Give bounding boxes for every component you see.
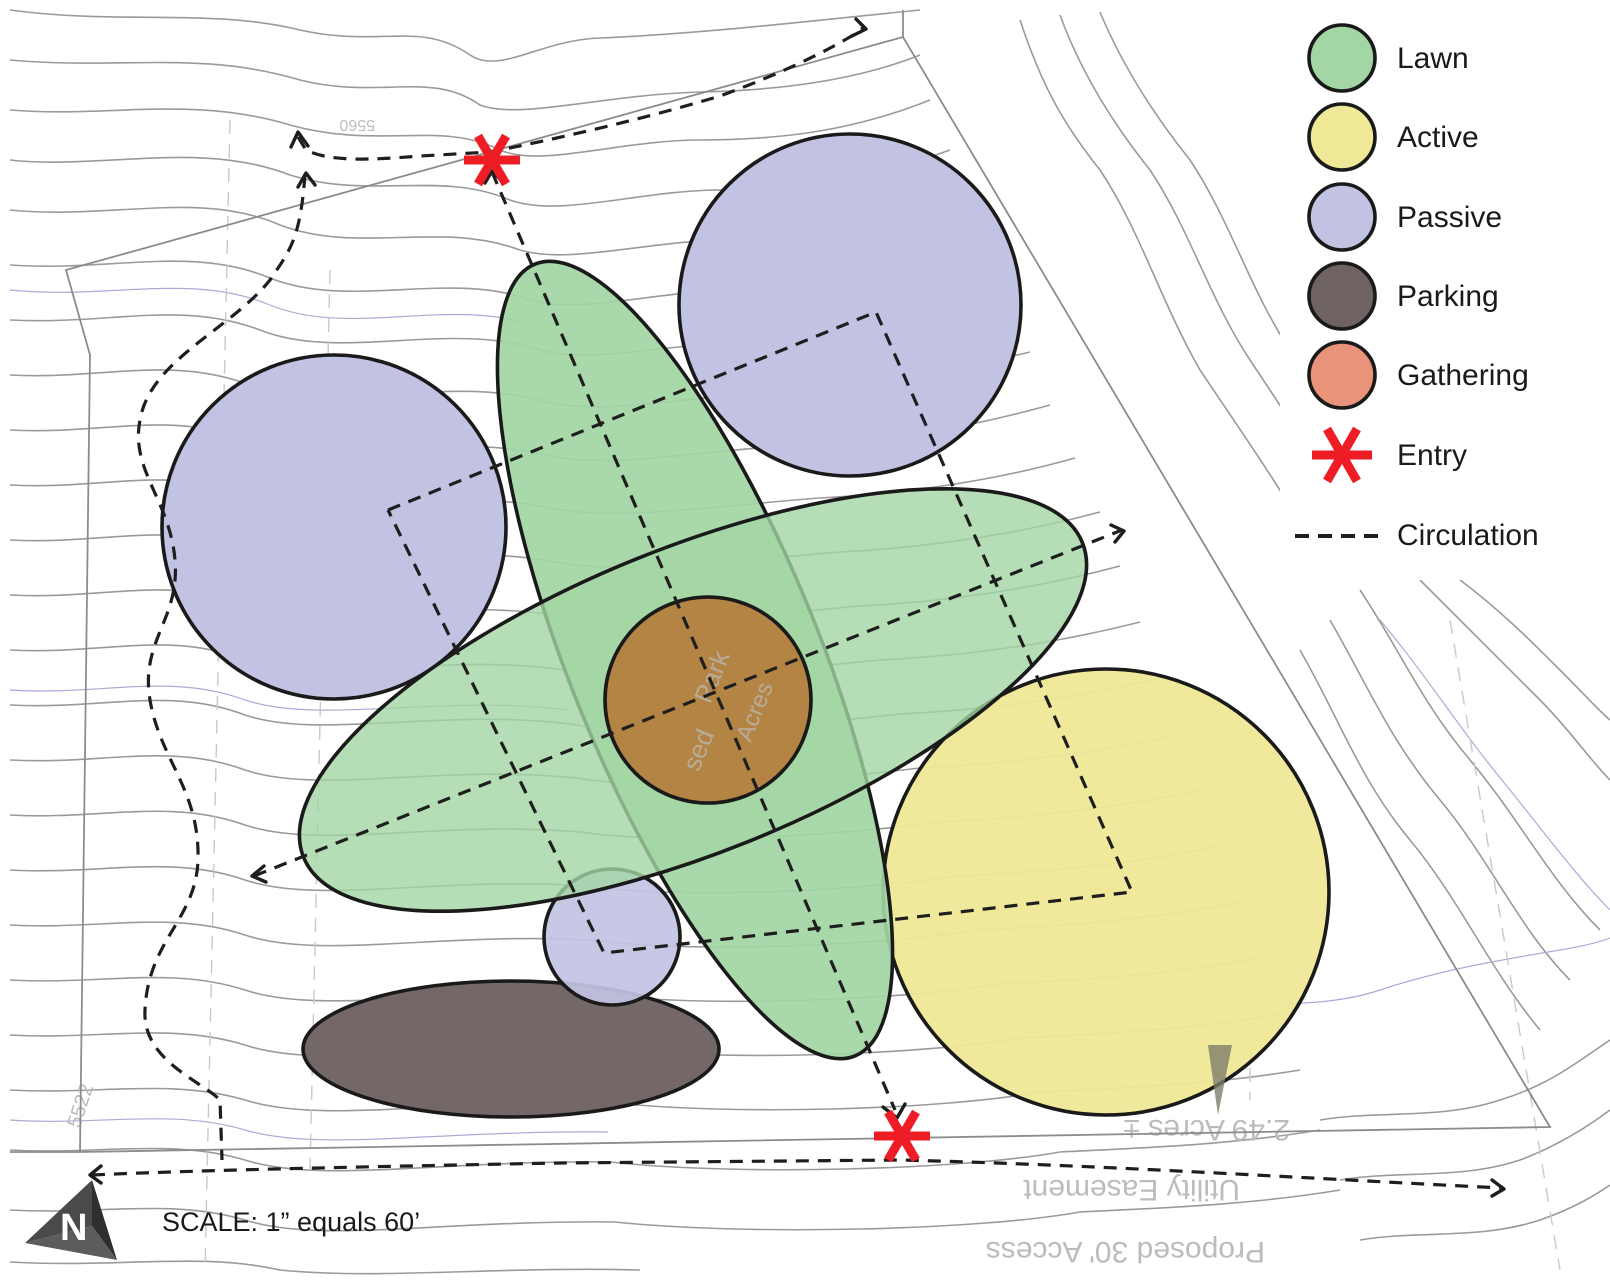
scale-label: SCALE: 1” equals 60’ <box>162 1207 420 1237</box>
contour-label-top: 5560 <box>339 116 375 133</box>
entry-marker-south <box>874 1109 930 1163</box>
circulation-west-path <box>136 174 307 1161</box>
legend-label-entry: Entry <box>1397 439 1467 472</box>
circulation-paths <box>88 17 1506 1198</box>
easement-label-line-2: Utility Easement <box>1023 1173 1240 1206</box>
legend-item-active: Active <box>1307 102 1479 172</box>
legend-item-gathering: Gathering <box>1307 340 1529 410</box>
arrowhead-west-top <box>296 171 317 189</box>
arrowhead-south-entry <box>881 1102 907 1120</box>
parking-swatch-icon <box>1307 261 1377 331</box>
legend: Lawn Active Passive Parking Gathering En… <box>1280 8 1610 580</box>
legend-label-gathering: Gathering <box>1397 359 1529 392</box>
legend-item-circulation: Circulation <box>1295 519 1539 552</box>
legend-label-active: Active <box>1397 121 1479 154</box>
passive-swatch-icon <box>1307 182 1377 252</box>
parking-zone <box>301 979 721 1119</box>
lawn-swatch-icon <box>1307 23 1377 93</box>
circulation-cross-spine <box>253 528 1123 878</box>
legend-item-entry: Entry <box>1312 426 1467 484</box>
north-arrow-icon: N <box>25 1180 117 1260</box>
legend-label-lawn: Lawn <box>1397 42 1469 75</box>
gathering-swatch-icon <box>1307 340 1377 410</box>
program-zones: Park sed Acres <box>160 132 1331 1119</box>
legend-item-lawn: Lawn <box>1307 23 1469 93</box>
entry-marker-north <box>464 133 520 187</box>
arrowhead-north-end <box>850 17 868 38</box>
active-swatch-icon <box>1307 102 1377 172</box>
survey-marker-icon <box>1208 1045 1232 1115</box>
arrowhead-south-west <box>88 1164 103 1185</box>
circulation-loop <box>386 309 1135 955</box>
gathering-zone <box>603 595 813 805</box>
legend-label-passive: Passive <box>1397 201 1502 234</box>
arrowhead-south-east <box>1490 1178 1506 1198</box>
arrowhead-east <box>1109 523 1126 544</box>
arrowhead-west <box>250 864 268 884</box>
legend-label-circulation: Circulation <box>1397 519 1539 552</box>
arrowhead-north-start <box>289 130 310 149</box>
legend-item-passive: Passive <box>1307 182 1502 252</box>
entry-asterisk-icon <box>1312 426 1372 484</box>
easement-label-line-3: Proposed 30' Access <box>986 1235 1265 1268</box>
legend-label-parking: Parking <box>1397 280 1499 313</box>
north-arrow-label: N <box>60 1207 87 1249</box>
passive-zone-west <box>160 353 508 701</box>
easement-label-line-1: 2.49 Acres ± <box>1123 1113 1290 1146</box>
passive-zone-north <box>677 132 1023 478</box>
legend-item-parking: Parking <box>1307 261 1499 331</box>
circulation-lawn-spine <box>490 171 897 1111</box>
circulation-south-path <box>91 1158 1503 1190</box>
circulation-north-path <box>296 24 867 161</box>
site-boundary <box>10 10 1552 1153</box>
